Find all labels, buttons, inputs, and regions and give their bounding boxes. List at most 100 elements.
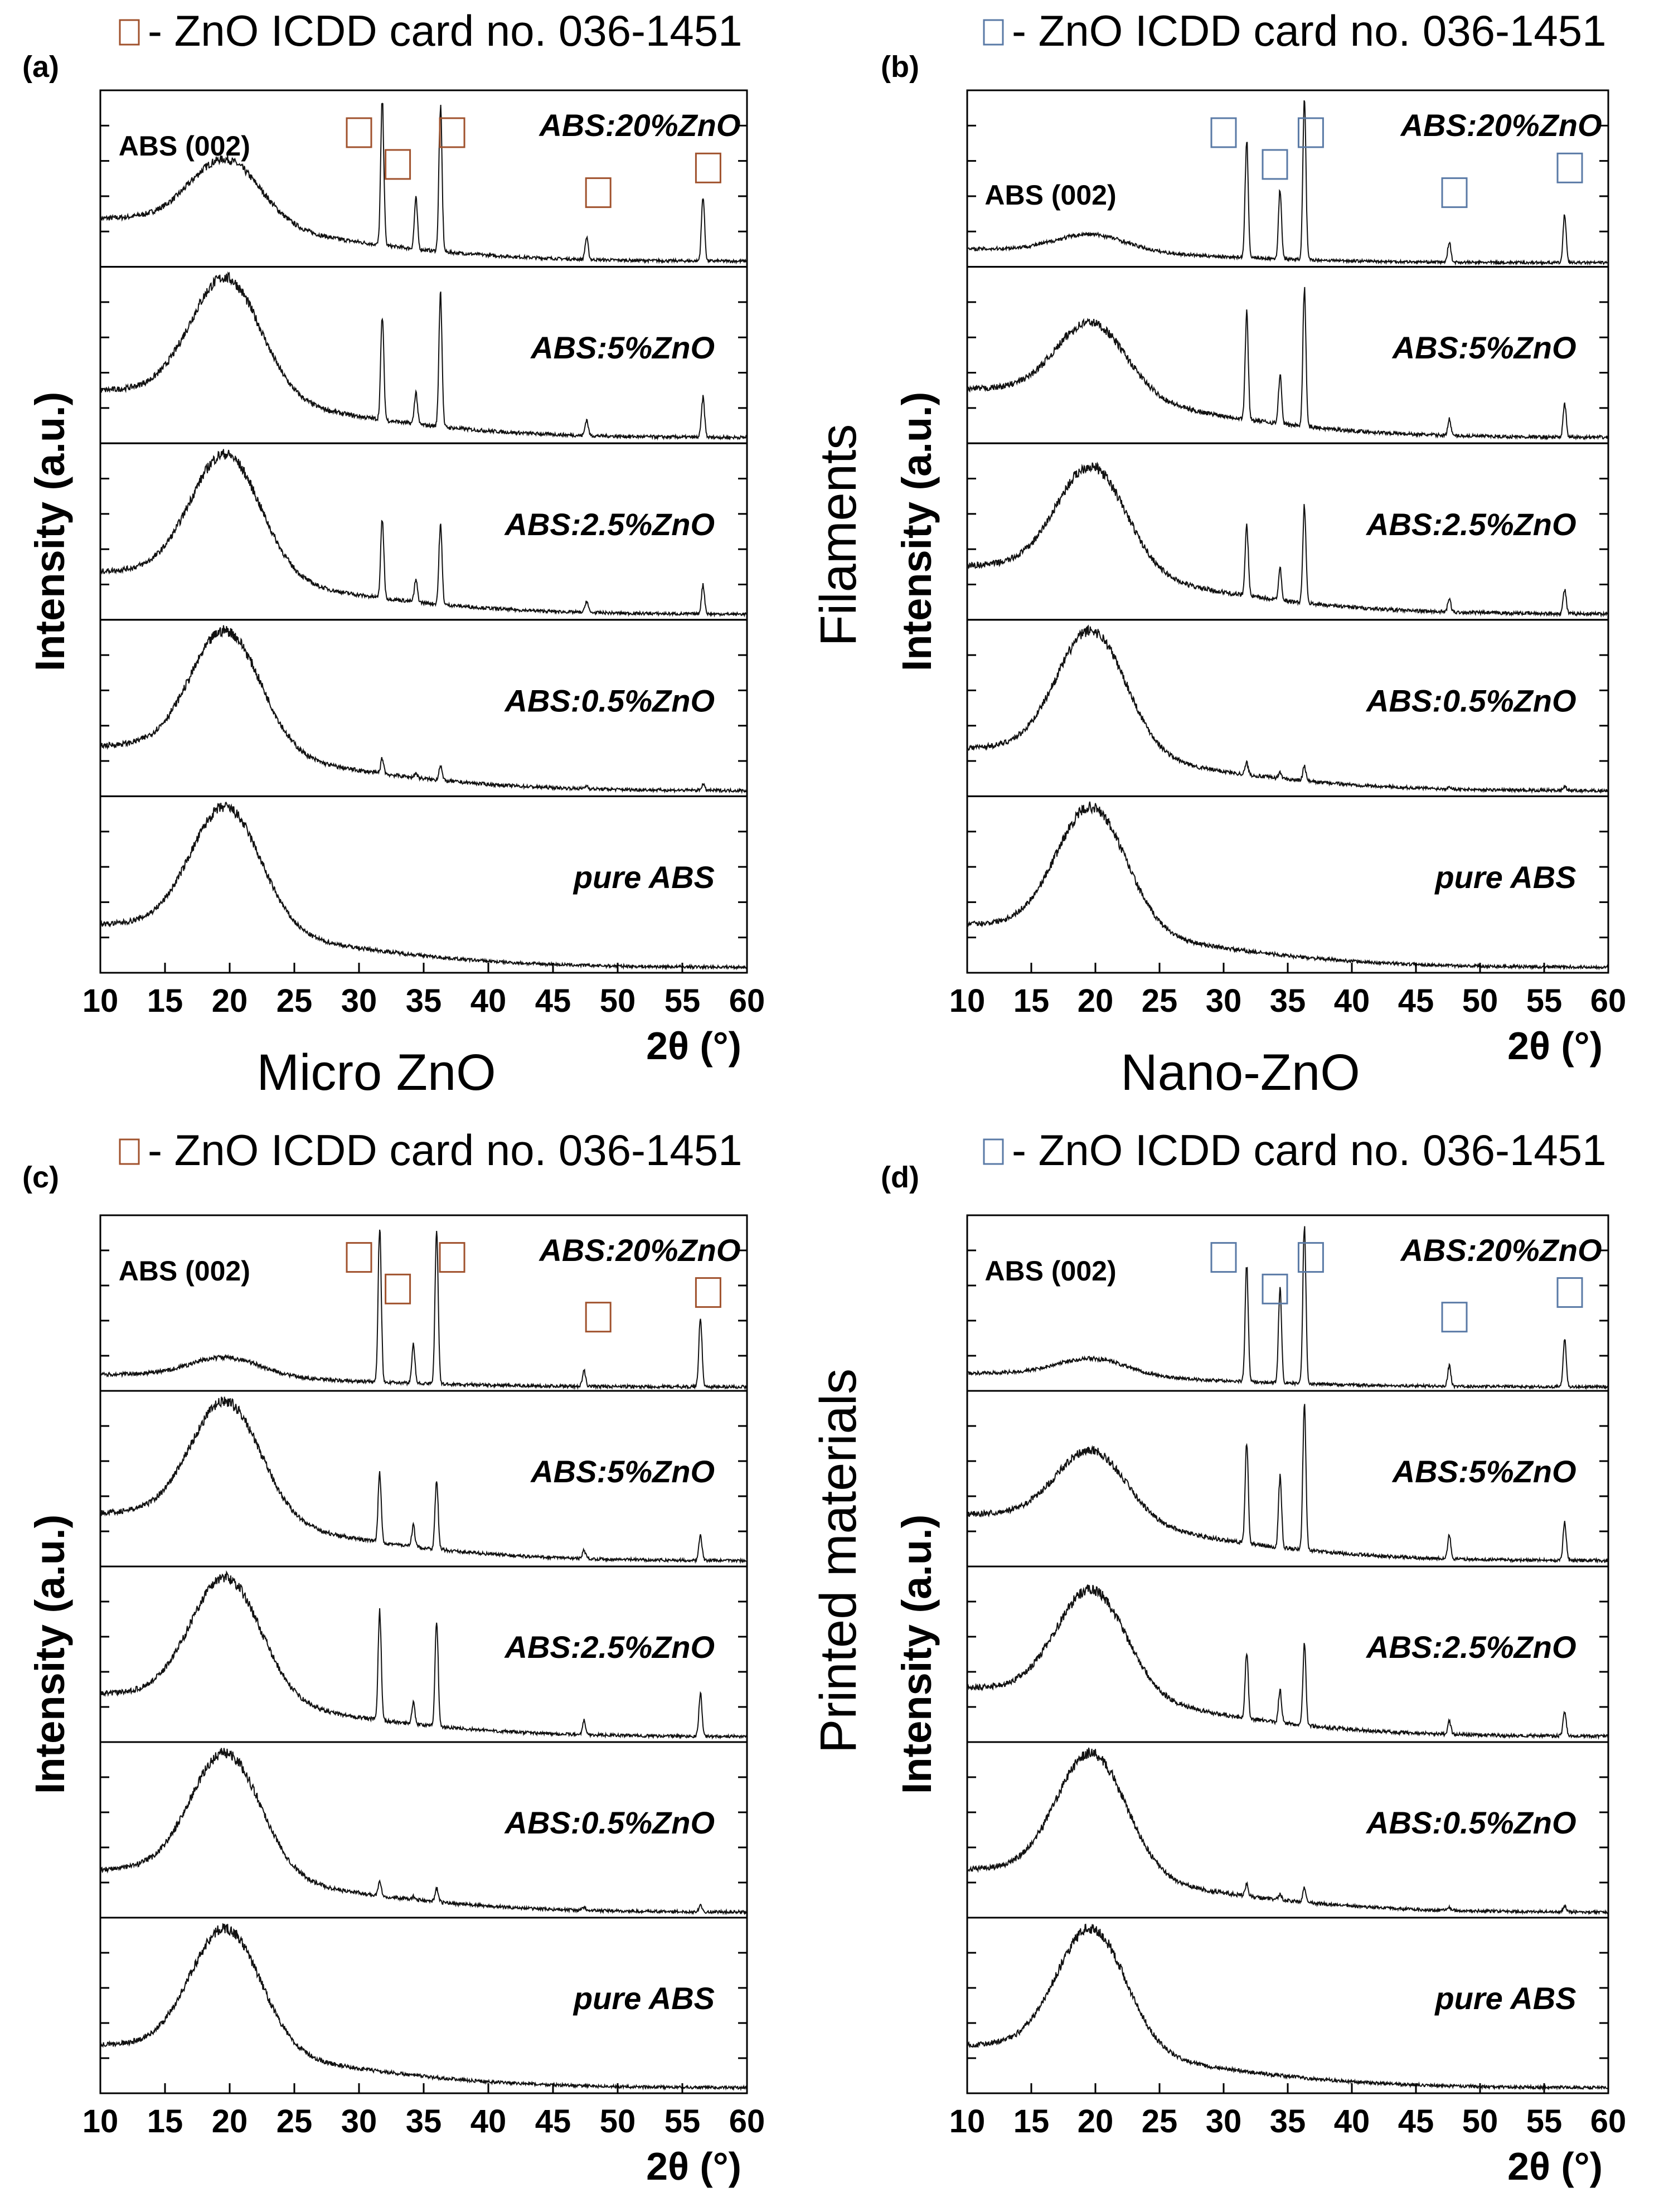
xrd-pattern-line [967, 100, 1609, 266]
xrd-pattern-line [967, 287, 1609, 441]
x-tick-label: 25 [1142, 983, 1178, 1019]
zno-reference-marker [1297, 117, 1324, 148]
x-tick-label: 10 [83, 2103, 119, 2140]
xrd-pattern-line [100, 103, 748, 265]
xrd-pattern-line [967, 1923, 1609, 2091]
zno-reference-marker [695, 1277, 721, 1308]
subplot: ABS:0.5%ZnO [966, 619, 1609, 797]
series-label: ABS:2.5%ZnO [1365, 1629, 1576, 1665]
x-tick-label: 55 [664, 983, 701, 1019]
panel-label: (c) [22, 1161, 59, 1194]
x-axis-title: 2θ (°) [1507, 2145, 1603, 2188]
x-tick-label: 55 [1526, 2103, 1563, 2140]
series-label: ABS:0.5%ZnO [1365, 683, 1576, 718]
zno-reference-marker [1262, 149, 1288, 180]
x-tick-label: 30 [341, 2103, 377, 2140]
zno-reference-marker [385, 149, 411, 180]
x-tick-label: 50 [1462, 2103, 1498, 2140]
zno-reference-marker [1556, 1277, 1583, 1308]
xrd-pattern-line [100, 1229, 748, 1390]
x-tick-label: 20 [212, 983, 248, 1019]
series-label: pure ABS [573, 860, 715, 895]
legend-label: - ZnO ICDD card no. 036-1451 [1012, 6, 1606, 55]
x-tick-label: 40 [1334, 2103, 1370, 2140]
zno-reference-marker [1210, 117, 1237, 148]
x-tick-label: 30 [341, 983, 377, 1019]
subplot: ABS:20%ZnO [966, 89, 1609, 268]
subplot: pure ABS [966, 1917, 1609, 2094]
y-axis-title: Intensity (a.u.) [27, 392, 73, 672]
x-tick-label: 40 [470, 2103, 507, 2140]
subplot: ABS:20%ZnO [99, 89, 748, 268]
subplot: ABS:20%ZnO [966, 1214, 1609, 1392]
x-tick-label: 10 [949, 2103, 986, 2140]
x-tick-label: 25 [276, 983, 313, 1019]
zno-reference-marker [1297, 1242, 1324, 1273]
x-tick-label: 50 [600, 2103, 636, 2140]
zno-reference-marker [585, 1302, 612, 1333]
series-label: ABS:2.5%ZnO [1365, 507, 1576, 542]
zno-reference-marker [346, 1242, 372, 1273]
xrd-panel-a: (a) - ZnO ICDD card no. 036-1451 Intensity… [22, 6, 765, 1068]
xrd-pattern-line [967, 1226, 1609, 1390]
xrd-pattern-line [967, 461, 1609, 618]
panel-label: (d) [881, 1161, 919, 1194]
series-label: ABS:5%ZnO [530, 1454, 715, 1489]
x-tick-label: 25 [276, 2103, 313, 2140]
panel-label: (a) [22, 50, 59, 84]
subplot: ABS:20%ZnO [99, 1214, 748, 1392]
side-label-micro-zno: Micro ZnO [256, 1044, 496, 1101]
x-axis-title: 2θ (°) [646, 1024, 741, 1068]
zno-reference-marker [439, 1242, 465, 1273]
x-tick-label: 25 [1142, 2103, 1178, 2140]
x-tick-label: 45 [1398, 983, 1434, 1019]
zno-reference-marker [439, 117, 465, 148]
zno-reference-marker [385, 1273, 411, 1304]
xrd-panel-d: (d) - ZnO ICDD card no. 036-1451 Intensity… [881, 1126, 1626, 2188]
x-tick-label: 20 [1078, 2103, 1114, 2140]
x-tick-label: 20 [1078, 983, 1114, 1019]
xrd-pattern-line [967, 801, 1609, 971]
xrd-pattern-line [100, 1396, 748, 1564]
xrd-pattern-line [100, 1570, 748, 1740]
x-tick-label: 15 [1013, 2103, 1050, 2140]
series-label: pure ABS [1434, 1981, 1576, 2016]
xrd-pattern-line [967, 1747, 1609, 1915]
x-axis-title: 2θ (°) [1507, 1024, 1603, 1068]
zno-reference-marker [1556, 152, 1583, 183]
side-label-printed-materials: Printed materials [810, 1369, 867, 1753]
zno-reference-marker [1210, 1242, 1237, 1273]
xrd-pattern-line [967, 624, 1609, 794]
zno-reference-marker [1262, 1273, 1288, 1304]
zno-reference-marker [695, 152, 721, 183]
x-tick-label: 15 [147, 983, 183, 1019]
x-axis-title: 2θ (°) [646, 2145, 741, 2188]
x-tick-label: 50 [600, 983, 636, 1019]
x-tick-label: 60 [729, 983, 765, 1019]
x-tick-label: 60 [729, 2103, 765, 2140]
zno-reference-marker [346, 117, 372, 148]
x-tick-label: 20 [212, 2103, 248, 2140]
subplot: ABS:2.5%ZnO [966, 442, 1609, 621]
xrd-pattern-line [100, 449, 748, 618]
series-label: ABS:0.5%ZnO [1365, 1805, 1576, 1840]
series-label: pure ABS [573, 1981, 715, 2016]
series-label: ABS:5%ZnO [530, 330, 715, 365]
xrd-pattern-line [100, 271, 748, 441]
series-label: ABS:20%ZnO [1400, 108, 1602, 143]
x-tick-label: 35 [406, 983, 442, 1019]
xrd-panel-c: (c) - ZnO ICDD card no. 036-1451 Intensity… [22, 1126, 765, 2188]
y-axis-title: Intensity (a.u.) [894, 1515, 940, 1794]
x-tick-label: 60 [1590, 2103, 1627, 2140]
xrd-pattern-line [100, 1923, 748, 2092]
panel-label: (b) [881, 50, 919, 84]
x-tick-label: 55 [1526, 983, 1563, 1019]
subplot: pure ABS [99, 795, 748, 974]
xrd-pattern-line [100, 801, 748, 971]
series-label: ABS:2.5%ZnO [504, 507, 715, 542]
x-tick-label: 35 [1270, 983, 1306, 1019]
legend-label: - ZnO ICDD card no. 036-1451 [1012, 1126, 1606, 1175]
series-label: ABS:2.5%ZnO [504, 1629, 715, 1665]
abs-002-annotation: ABS (002) [119, 1255, 250, 1287]
x-tick-label: 45 [535, 983, 571, 1019]
